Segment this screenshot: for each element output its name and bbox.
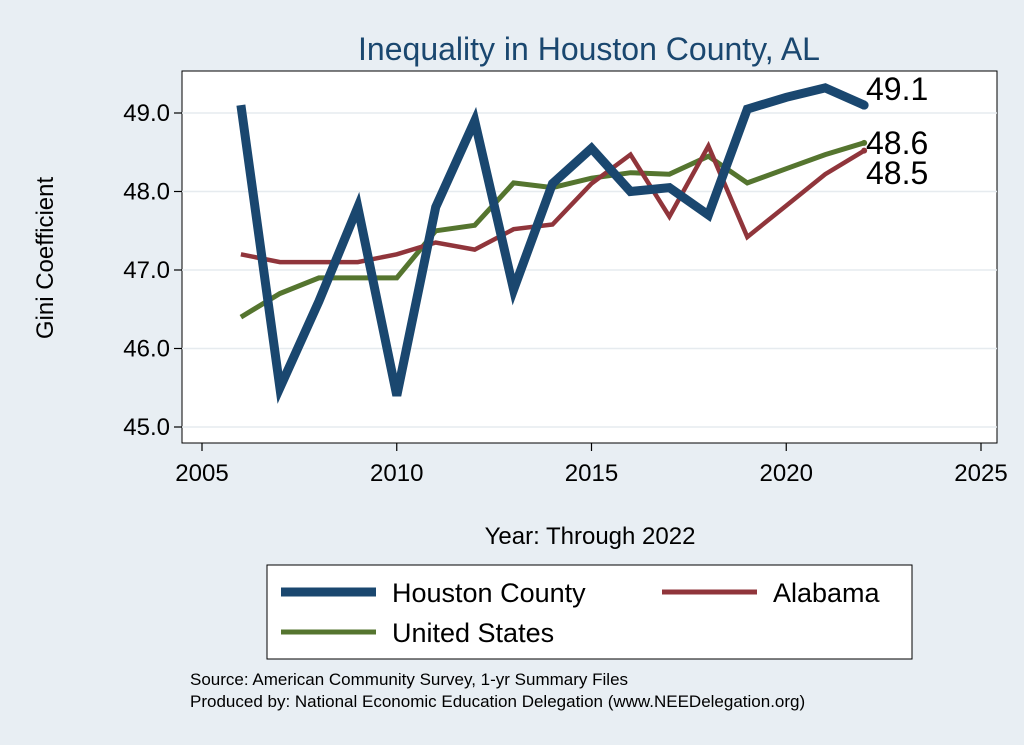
end-point-houston-county	[859, 100, 869, 110]
producer-note: Produced by: National Economic Education…	[190, 692, 806, 711]
end-labels: 49.1 48.648.5	[866, 71, 928, 191]
series-lines	[236, 83, 869, 404]
source-note: Source: American Community Survey, 1-yr …	[190, 670, 629, 689]
gridlines	[182, 112, 997, 428]
series-line-alabama	[240, 140, 866, 265]
end-label-alabama: 48.5	[866, 155, 928, 191]
legend-box	[266, 564, 913, 660]
y-tick-label: 49.0	[123, 100, 170, 127]
axes: 45.0 46.0 47.0 48.0 49.0 2005 2010 2015 2020 2025	[123, 100, 1007, 487]
plot-area	[181, 70, 998, 444]
legend-label-houston-county: Houston County	[392, 578, 586, 608]
end-point-alabama	[861, 147, 868, 154]
chart-title: Inequality in Houston County, AL	[358, 31, 820, 67]
y-axis-label: Gini Coefficient	[32, 177, 59, 340]
x-tick-label: 2025	[954, 460, 1007, 487]
legend: Houston County Alabama United States	[266, 564, 913, 660]
y-tick-label: 47.0	[123, 257, 170, 284]
x-tick-label: 2005	[175, 460, 228, 487]
x-tick-label: 2020	[760, 460, 813, 487]
legend-label-alabama: Alabama	[773, 578, 881, 608]
x-tick-label: 2015	[565, 460, 618, 487]
legend-label-united-states: United States	[392, 618, 554, 648]
end-point-united-states	[861, 139, 868, 146]
y-tick-label: 48.0	[123, 179, 170, 206]
end-label-united-states: 48.6	[866, 125, 928, 161]
y-tick-label: 46.0	[123, 336, 170, 363]
y-tick-label: 45.0	[123, 414, 170, 441]
series-line-houston-county	[236, 83, 867, 404]
x-axis-label: Year: Through 2022	[485, 523, 696, 550]
end-label-houston-county: 49.1	[866, 71, 928, 107]
x-tick-label: 2010	[370, 460, 423, 487]
